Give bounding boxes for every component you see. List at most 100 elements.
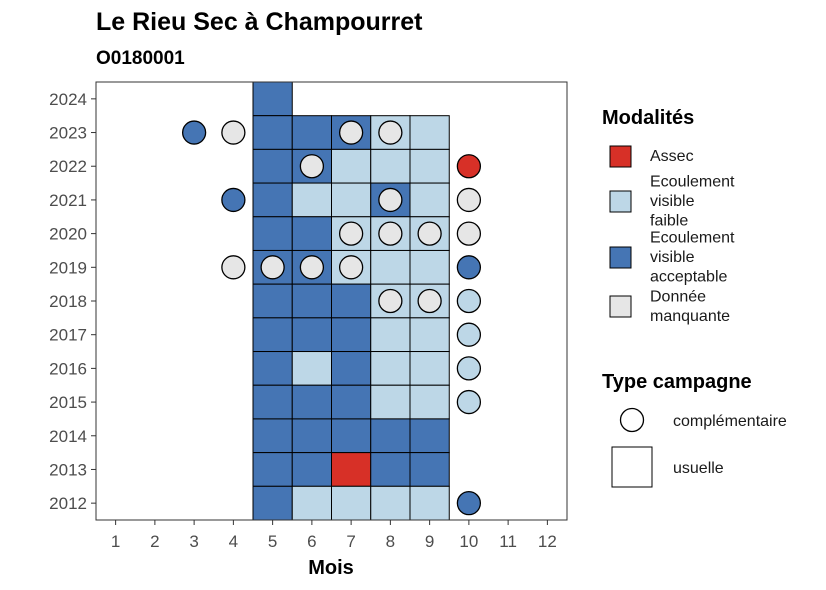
y-axis: 2012 2013 2014 2015 2016 2017 2018 2019 2020 2021… bbox=[49, 90, 96, 513]
point-2018-9 bbox=[417, 288, 442, 314]
cell-2022-5 bbox=[252, 148, 293, 184]
point-2022-6 bbox=[299, 154, 325, 179]
point-2015-10 bbox=[456, 389, 482, 415]
legend-key-square bbox=[611, 446, 653, 488]
cell-2015-5 bbox=[252, 384, 293, 420]
point-2023-7 bbox=[338, 120, 364, 145]
cell-2015-6 bbox=[291, 384, 332, 420]
y-tick-label-2017: 2017 bbox=[49, 326, 87, 345]
cell-2017-8 bbox=[370, 317, 411, 353]
legend-key-circle bbox=[619, 407, 645, 433]
cell-2021-9 bbox=[409, 182, 450, 218]
cell-2023-9 bbox=[409, 115, 450, 150]
y-tick-label-2020: 2020 bbox=[49, 225, 87, 244]
cell-2018-5 bbox=[252, 283, 293, 319]
usuelle-cells bbox=[252, 81, 450, 521]
cell-2022-7 bbox=[331, 148, 372, 184]
legend-campagne-title: Type campagne bbox=[602, 371, 752, 393]
x-tick-label-12: 12 bbox=[538, 532, 557, 551]
cell-2021-6 bbox=[291, 182, 332, 218]
cell-2013-7 bbox=[331, 452, 372, 487]
x-tick-label-11: 11 bbox=[499, 532, 517, 551]
cell-2017-6 bbox=[291, 317, 332, 353]
cell-2014-6 bbox=[291, 418, 332, 454]
cell-2012-8 bbox=[370, 485, 411, 521]
cell-2017-5 bbox=[252, 317, 293, 353]
cell-2020-5 bbox=[252, 216, 293, 251]
cell-2018-6 bbox=[291, 283, 332, 319]
cell-2016-5 bbox=[252, 351, 293, 386]
point-2018-10 bbox=[456, 288, 482, 314]
cell-2015-9 bbox=[409, 384, 450, 420]
legend-label-square: usuelle bbox=[673, 460, 724, 477]
legend-key-assec bbox=[609, 145, 632, 168]
x-tick-label-6: 6 bbox=[307, 532, 316, 551]
x-tick-label-10: 10 bbox=[459, 532, 478, 551]
point-2017-10 bbox=[456, 322, 482, 347]
legend-campagne: complémentaire usuelle bbox=[611, 407, 787, 488]
cell-2022-9 bbox=[409, 148, 450, 184]
cell-2023-5 bbox=[252, 115, 293, 150]
cell-2021-7 bbox=[331, 182, 372, 218]
cell-2023-6 bbox=[291, 115, 332, 150]
y-tick-label-2015: 2015 bbox=[49, 393, 87, 412]
x-axis-title: Mois bbox=[308, 557, 354, 579]
legend-label-manquante-1: manquante bbox=[650, 308, 730, 325]
point-2023-8 bbox=[378, 120, 403, 145]
cell-2013-8 bbox=[370, 452, 411, 487]
legend-label-faible-0: Ecoulement bbox=[650, 174, 735, 191]
point-2018-8 bbox=[378, 288, 403, 314]
cell-2020-6 bbox=[291, 216, 332, 251]
y-tick-label-2024: 2024 bbox=[49, 90, 87, 109]
point-2021-4 bbox=[221, 187, 246, 213]
x-tick-label-5: 5 bbox=[268, 532, 277, 551]
chart-subtitle: O0180001 bbox=[96, 48, 185, 69]
cell-2019-8 bbox=[370, 249, 411, 285]
y-tick-label-2019: 2019 bbox=[49, 258, 87, 277]
cell-2024-5 bbox=[252, 81, 293, 117]
point-2021-10 bbox=[456, 187, 482, 213]
cell-2013-9 bbox=[409, 452, 450, 487]
cell-2019-9 bbox=[409, 249, 450, 285]
x-axis: 1 2 3 4 5 6 7 8 9 10 11 12 bbox=[111, 520, 557, 551]
point-2019-5 bbox=[260, 255, 285, 280]
point-2019-6 bbox=[299, 255, 325, 280]
cell-2021-5 bbox=[252, 182, 293, 218]
legend-label-acceptable-1: visible bbox=[650, 249, 695, 266]
point-2020-7 bbox=[338, 221, 364, 246]
point-2019-7 bbox=[338, 255, 364, 280]
cell-2015-7 bbox=[331, 384, 372, 420]
cell-2015-8 bbox=[370, 384, 411, 420]
point-2012-10 bbox=[456, 491, 482, 516]
y-tick-label-2016: 2016 bbox=[49, 359, 87, 378]
y-tick-label-2012: 2012 bbox=[49, 494, 87, 513]
cell-2012-9 bbox=[409, 485, 450, 521]
point-2023-4 bbox=[221, 120, 246, 145]
point-2020-8 bbox=[378, 221, 403, 246]
cell-2022-8 bbox=[370, 148, 411, 184]
cell-2016-8 bbox=[370, 351, 411, 386]
point-2021-8 bbox=[378, 187, 403, 213]
point-2019-4 bbox=[221, 255, 246, 280]
x-tick-label-8: 8 bbox=[386, 532, 395, 551]
y-tick-label-2018: 2018 bbox=[49, 292, 87, 311]
cell-2014-5 bbox=[252, 418, 293, 454]
x-tick-label-4: 4 bbox=[229, 532, 238, 551]
cell-2013-6 bbox=[291, 452, 332, 487]
cell-2014-7 bbox=[331, 418, 372, 454]
cell-2013-5 bbox=[252, 452, 293, 487]
legend-modalites-title: Modalités bbox=[602, 107, 694, 129]
legend-label-faible-1: visible bbox=[650, 193, 695, 210]
legend-label-acceptable-2: acceptable bbox=[650, 269, 727, 286]
chart-title: Le Rieu Sec à Champourret bbox=[96, 8, 423, 36]
y-tick-label-2023: 2023 bbox=[49, 124, 87, 143]
y-tick-label-2022: 2022 bbox=[49, 157, 87, 176]
point-2020-10 bbox=[456, 221, 482, 246]
y-tick-label-2013: 2013 bbox=[49, 460, 87, 479]
point-2023-3 bbox=[181, 120, 207, 145]
cell-2012-7 bbox=[331, 485, 372, 521]
x-tick-label-1: 1 bbox=[111, 532, 120, 551]
y-tick-label-2021: 2021 bbox=[49, 191, 87, 210]
legend-key-faible bbox=[609, 190, 632, 213]
